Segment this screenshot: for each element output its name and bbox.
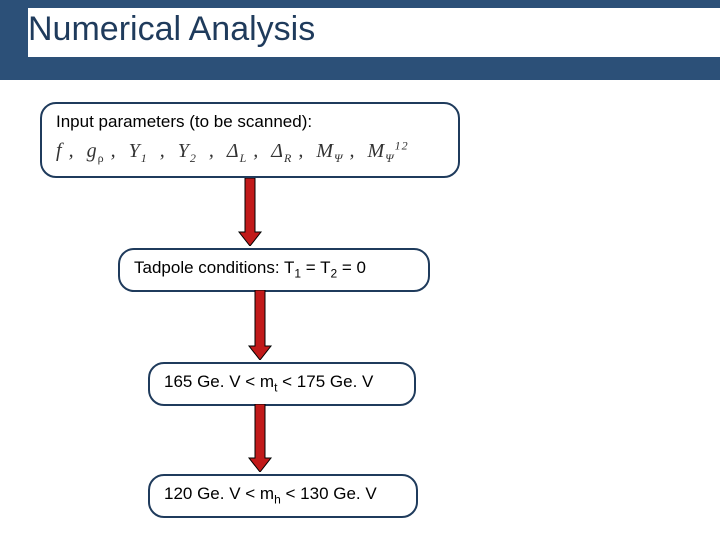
sym-mpsi: MΨ: [316, 140, 343, 162]
box-tadpole-conditions: Tadpole conditions: T1 = T2 = 0: [118, 248, 430, 292]
mt-post: < 175 Ge. V: [277, 372, 373, 391]
sym-dr: ΔR: [271, 140, 292, 162]
tadpole-pre: Tadpole conditions: T: [134, 258, 294, 277]
arrow-down-icon: [247, 290, 273, 360]
sym-y1: Y1: [129, 140, 148, 162]
box-input-label: Input parameters (to be scanned):: [56, 112, 444, 132]
sym-mpsi12: MΨ12: [367, 140, 408, 162]
tadpole-tail: = 0: [337, 258, 366, 277]
sym-y2: Y2: [178, 140, 197, 162]
sym-dl: ΔL: [227, 140, 247, 162]
arrow-down-icon: [237, 178, 263, 246]
box-input-formula: f , gρ , Y1 , Y2 , ΔL , ΔR , MΨ , MΨ12: [56, 138, 444, 166]
box-mt-range: 165 Ge. V < mt < 175 Ge. V: [148, 362, 416, 406]
tadpole-mid: = T: [301, 258, 330, 277]
page-title: Numerical Analysis: [28, 8, 720, 57]
mt-text: 165 Ge. V < mt < 175 Ge. V: [164, 372, 373, 391]
box-input-parameters: Input parameters (to be scanned): f , gρ…: [40, 102, 460, 178]
mh-sub: h: [274, 492, 281, 506]
sym-grho: gρ: [87, 140, 105, 162]
mt-pre: 165 Ge. V < m: [164, 372, 274, 391]
box-mh-range: 120 Ge. V < mh < 130 Ge. V: [148, 474, 418, 518]
mh-pre: 120 Ge. V < m: [164, 484, 274, 503]
arrow-down-icon: [247, 404, 273, 472]
sym-f: f: [56, 140, 63, 162]
tadpole-text: Tadpole conditions: T1 = T2 = 0: [134, 258, 366, 277]
mh-post: < 130 Ge. V: [281, 484, 377, 503]
mh-text: 120 Ge. V < mh < 130 Ge. V: [164, 484, 377, 503]
